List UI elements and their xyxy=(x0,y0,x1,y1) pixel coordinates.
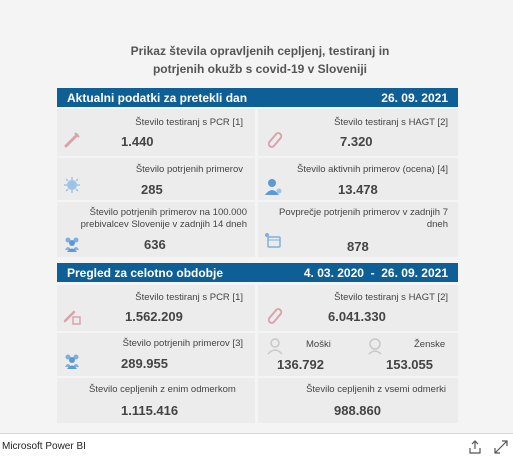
card-confirmed-current[interactable]: Število potrjenih primerov 285 xyxy=(57,158,255,200)
male-value: 136.792 xyxy=(277,357,324,372)
card-vacc1-overall[interactable]: Število cepljenih z enim odmerkom 1.115.… xyxy=(57,378,255,423)
card-gender-overall[interactable]: Moški 136.792 Ženske 153.055 xyxy=(258,333,458,376)
virus-icon xyxy=(64,177,80,193)
vaccall-overall-label: Število cepljenih z vsemi odmerki xyxy=(306,384,446,395)
male-icon xyxy=(267,338,283,355)
card-pcr-overall[interactable]: Število testiranj s PCR [1] 1.562.209 xyxy=(57,285,255,331)
avg7-label-line2: dneh xyxy=(426,219,448,230)
overall-header-date: 4. 03. 2020 - 26. 09. 2021 xyxy=(303,265,448,280)
pcr-current-value: 1.440 xyxy=(121,134,154,149)
pcr-overall-value: 1.562.209 xyxy=(125,309,183,324)
vacc1-overall-value: 1.115.416 xyxy=(121,403,179,418)
current-header-label: Aktualni podatki za pretekli dan xyxy=(67,90,248,105)
per100k-label-line1: Število potrjenih primerov na 100.000 xyxy=(89,207,247,218)
card-vaccall-overall[interactable]: Število cepljenih z vsemi odmerki 988.86… xyxy=(258,378,458,423)
syringe-icon xyxy=(64,132,80,148)
group-icon xyxy=(65,237,79,252)
vaccall-overall-value: 988.860 xyxy=(334,403,381,418)
hagt-overall-value: 6.041.330 xyxy=(328,309,386,324)
test-tube-icon xyxy=(267,308,283,324)
calendar-icon xyxy=(265,233,281,248)
overall-header-label: Pregled za celotno obdobje xyxy=(67,265,224,280)
pcr-current-label: Število testiranj s PCR [1] xyxy=(135,117,243,128)
hagt-overall-label: Število testiranj s HAGT [2] xyxy=(334,292,448,303)
powerbi-footer: Microsoft Power BI xyxy=(0,433,513,459)
powerbi-brand-link[interactable]: Microsoft Power BI xyxy=(2,441,86,452)
test-tube-icon xyxy=(267,132,283,148)
female-label: Ženske xyxy=(414,339,446,350)
card-avg7-current[interactable]: Povprečje potrjenih primerov v zadnjih 7… xyxy=(258,202,458,257)
person-icon xyxy=(265,179,282,195)
report-canvas: Prikaz števila opravljenih cepljenj, tes… xyxy=(57,42,460,423)
card-active-current[interactable]: Število aktivnih primerov (ocena) [4] 13… xyxy=(258,158,458,200)
overall-section-header: Pregled za celotno obdobje 4. 03. 2020 -… xyxy=(57,263,458,282)
confirmed-overall-value: 289.955 xyxy=(121,356,168,371)
group-icon xyxy=(65,354,79,369)
report-title: Prikaz števila opravljenih cepljenj, tes… xyxy=(60,42,460,78)
female-icon xyxy=(368,338,382,355)
female-value: 153.055 xyxy=(386,357,433,372)
avg7-label-line1: Povprečje potrjenih primerov v zadnjih 7 xyxy=(279,207,448,218)
avg7-current-value: 878 xyxy=(347,239,369,254)
share-icon[interactable] xyxy=(467,439,483,455)
report-title-line1: Prikaz števila opravljenih cepljenj, tes… xyxy=(130,44,390,58)
avg7-current-label: Povprečje potrjenih primerov v zadnjih 7… xyxy=(279,207,448,231)
fullscreen-icon[interactable] xyxy=(493,439,509,455)
confirmed-overall-label: Število potrjenih primerov [3] xyxy=(122,338,243,349)
current-section-header: Aktualni podatki za pretekli dan 26. 09.… xyxy=(57,88,458,107)
card-pcr-current[interactable]: Število testiranj s PCR [1] 1.440 xyxy=(57,109,255,156)
card-confirmed-overall[interactable]: Število potrjenih primerov [3] 289.955 xyxy=(57,333,255,376)
hagt-current-value: 7.320 xyxy=(340,134,373,149)
per100k-label-line2: prebivalcev Slovenije v zadnjih 14 dneh xyxy=(80,219,247,230)
male-label: Moški xyxy=(306,339,331,350)
syringe-box-icon xyxy=(63,310,81,325)
report-title-line2: potrjenih okužb s covid-19 v Sloveniji xyxy=(152,62,368,76)
active-current-value: 13.478 xyxy=(338,182,378,197)
vacc1-overall-label: Število cepljenih z enim odmerkom xyxy=(89,384,236,395)
confirmed-current-value: 285 xyxy=(141,182,163,197)
card-hagt-current[interactable]: Število testiranj s HAGT [2] 7.320 xyxy=(258,109,458,156)
pcr-overall-label: Število testiranj s PCR [1] xyxy=(135,292,243,303)
card-per100k-current[interactable]: Število potrjenih primerov na 100.000 pr… xyxy=(57,202,255,257)
hagt-current-label: Število testiranj s HAGT [2] xyxy=(334,117,448,128)
active-current-label: Število aktivnih primerov (ocena) [4] xyxy=(296,164,448,175)
card-hagt-overall[interactable]: Število testiranj s HAGT [2] 6.041.330 xyxy=(258,285,458,331)
per100k-current-label: Število potrjenih primerov na 100.000 pr… xyxy=(81,207,247,231)
current-header-date: 26. 09. 2021 xyxy=(381,90,448,105)
per100k-current-value: 636 xyxy=(144,237,166,252)
confirmed-current-label: Število potrjenih primerov xyxy=(135,164,243,175)
